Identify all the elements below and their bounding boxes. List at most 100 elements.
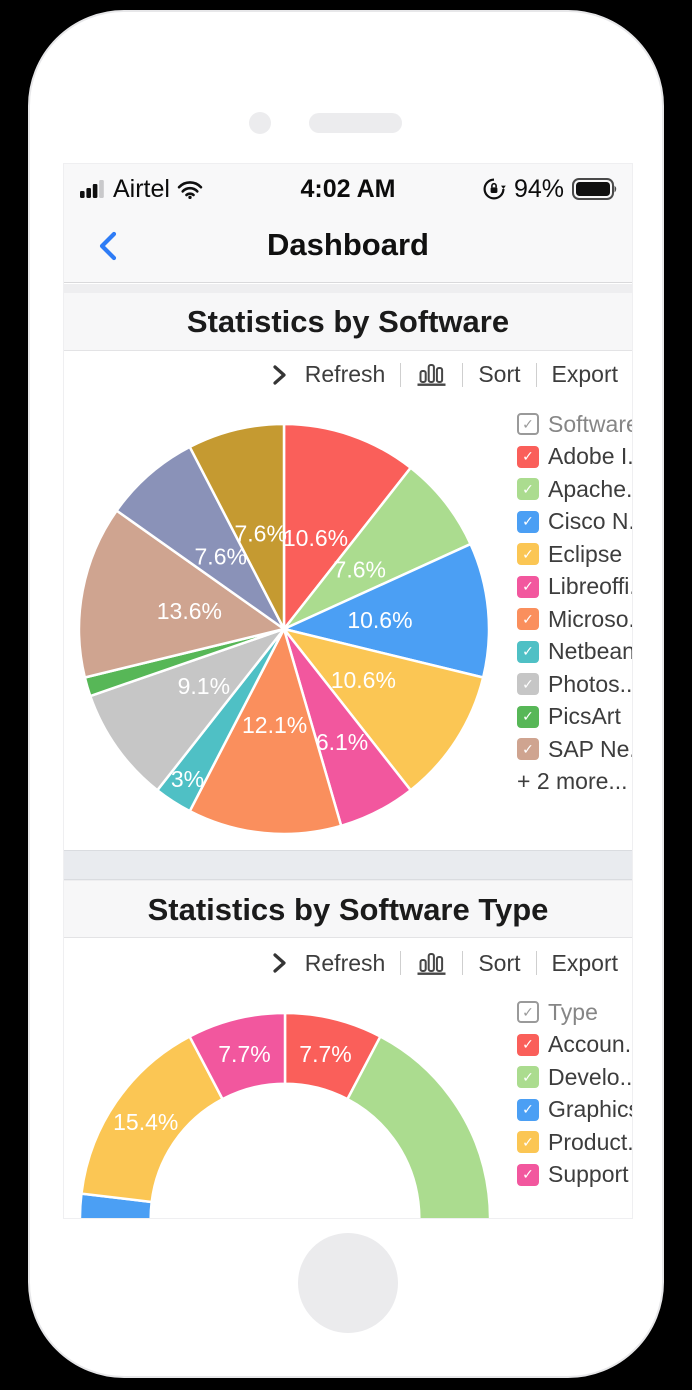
chart-slice[interactable] (115, 445, 286, 631)
legend-label: Develo... (548, 1063, 632, 1090)
chart-slice[interactable] (188, 422, 286, 631)
slice-label: 7.6% (334, 556, 386, 582)
checkbox-checked-icon[interactable]: ✓ (517, 575, 539, 598)
signal-bars-icon (80, 180, 104, 198)
checkbox-checked-icon[interactable]: ✓ (517, 478, 539, 501)
slice-label: 10.6% (283, 525, 348, 551)
legend-item[interactable]: ✓ Product... (517, 1126, 632, 1159)
checkbox-checked-icon[interactable]: ✓ (517, 640, 539, 663)
checkbox-checked-icon[interactable]: ✓ (517, 738, 539, 761)
status-right: 94% (482, 172, 618, 206)
checkbox-checked-icon[interactable]: ✓ (517, 413, 539, 436)
legend-item[interactable]: ✓ Accoun... (517, 1029, 632, 1062)
legend-item[interactable]: ✓ Develo... (517, 1061, 632, 1094)
orientation-lock-icon (483, 178, 506, 200)
divider (400, 362, 402, 387)
app-screen: Airtel 4:02 AM (64, 164, 632, 1218)
divider (400, 951, 402, 975)
legend-item[interactable]: ✓ Netbeans (517, 636, 632, 669)
legend-item[interactable]: ✓ Support (517, 1159, 632, 1192)
legend-item[interactable]: ✓ Apache... (517, 473, 632, 506)
legend-item[interactable]: ✓ Microso... (517, 603, 632, 636)
legend-item[interactable]: ✓ SAP Ne... (517, 733, 632, 766)
chevron-right-icon[interactable] (271, 952, 288, 974)
checkbox-checked-icon[interactable]: ✓ (517, 1033, 539, 1056)
legend-item[interactable]: ✓ PicsArt (517, 701, 632, 734)
phone-frame: Airtel 4:02 AM (28, 10, 664, 1378)
chart-slice[interactable] (282, 422, 412, 631)
section-divider (64, 850, 632, 880)
chart-slice[interactable] (89, 627, 286, 792)
legend-item[interactable]: ✓ Libreoffi.. (517, 571, 632, 604)
section-title: Statistics by Software (64, 293, 632, 351)
divider (535, 951, 537, 975)
legend-item[interactable]: ✓ Graphics (517, 1094, 632, 1127)
legend-label: Accoun... (548, 1031, 632, 1058)
chart-slice[interactable] (282, 466, 472, 631)
donut-chart: 7.7% 15.4% 7.7% (70, 1003, 500, 1218)
divider (462, 951, 464, 975)
checkbox-checked-icon[interactable]: ✓ (517, 1001, 539, 1024)
checkbox-checked-icon[interactable]: ✓ (517, 705, 539, 728)
battery-icon (572, 178, 617, 200)
legend-label: Libreoffi.. (548, 573, 632, 600)
pie-chart-svg: 10.6%7.6%10.6%10.6%6.1%12.1%3%9.1%13.6%7… (77, 422, 491, 836)
sort-button[interactable]: Sort (478, 949, 521, 976)
home-button[interactable] (298, 1233, 398, 1333)
chart-slice[interactable] (188, 627, 343, 836)
export-button[interactable]: Export (551, 361, 618, 387)
legend-more-link[interactable]: + 2 more... (517, 766, 632, 799)
chart-slice[interactable] (282, 627, 485, 792)
chevron-left-icon (99, 231, 117, 261)
status-bar: Airtel 4:02 AM (64, 172, 632, 206)
slice-label: 10.6% (347, 607, 412, 633)
donut-chart-svg: 7.7% 15.4% 7.7% (78, 1011, 492, 1218)
page-title: Dashboard (267, 227, 429, 262)
slice-label: 7.7% (218, 1041, 270, 1067)
donut-chart-area: 7.7%15.4%7.7% ✓Type✓Accoun...✓Develo...✓… (64, 987, 632, 1218)
export-button[interactable]: Export (551, 949, 618, 976)
legend-title-item[interactable]: ✓ Type (517, 996, 632, 1029)
clock: 4:02 AM (300, 175, 396, 203)
chevron-right-icon[interactable] (271, 364, 288, 386)
sort-button[interactable]: Sort (478, 361, 521, 387)
chart-slice[interactable] (282, 542, 491, 679)
bar-chart-icon[interactable] (416, 362, 447, 387)
legend-label: Type (548, 998, 598, 1025)
checkbox-checked-icon[interactable]: ✓ (517, 1066, 539, 1089)
checkbox-checked-icon[interactable]: ✓ (517, 543, 539, 566)
checkbox-checked-icon[interactable]: ✓ (517, 1163, 539, 1186)
legend-item[interactable]: ✓ Eclipse (517, 538, 632, 571)
refresh-button[interactable]: Refresh (304, 949, 386, 976)
slice-label: 10.6% (331, 667, 396, 693)
checkbox-checked-icon[interactable]: ✓ (517, 510, 539, 533)
slice-label: 6.1% (316, 729, 368, 755)
chart-legend: ✓ Type ✓ Accoun... ✓ Develo... ✓ Graphics ✓ Produ… (517, 996, 632, 1191)
checkbox-checked-icon[interactable]: ✓ (517, 608, 539, 631)
toolbar: Refresh Sort Export (64, 352, 632, 397)
pie-chart-area: 10.6% 7.6% 10.6% 10.6% 6.1% 12.1% 3% 9.1% 13.6% 7… (64, 397, 632, 850)
checkbox-checked-icon[interactable]: ✓ (517, 1098, 539, 1121)
status-left: Airtel (80, 172, 203, 206)
legend-item[interactable]: ✓ Cisco N... (517, 506, 632, 539)
legend-title-item[interactable]: ✓ Software (517, 408, 632, 441)
legend-label: SAP Ne... (548, 735, 632, 762)
battery-percent-label: 94% (513, 174, 564, 203)
chart-slice[interactable] (77, 509, 286, 679)
legend-label: Eclipse (548, 540, 623, 567)
chart-slice[interactable] (188, 1011, 287, 1101)
checkbox-checked-icon[interactable]: ✓ (517, 445, 539, 468)
slice-label: 9.1% (178, 673, 230, 699)
slice-label: 7.6% (235, 520, 287, 546)
refresh-button[interactable]: Refresh (304, 361, 386, 387)
checkbox-checked-icon[interactable]: ✓ (517, 1131, 539, 1154)
front-camera-icon (249, 112, 271, 134)
checkbox-checked-icon[interactable]: ✓ (517, 673, 539, 696)
top-chrome: Airtel 4:02 AM (64, 164, 632, 283)
bar-chart-icon[interactable] (416, 951, 447, 976)
back-button[interactable] (90, 230, 126, 264)
chart-slice[interactable] (93, 1035, 492, 1218)
legend-item[interactable]: ✓ Adobe I... (517, 441, 632, 474)
legend-item[interactable]: ✓ Photos... (517, 668, 632, 701)
slice-label: 13.6% (157, 598, 222, 624)
